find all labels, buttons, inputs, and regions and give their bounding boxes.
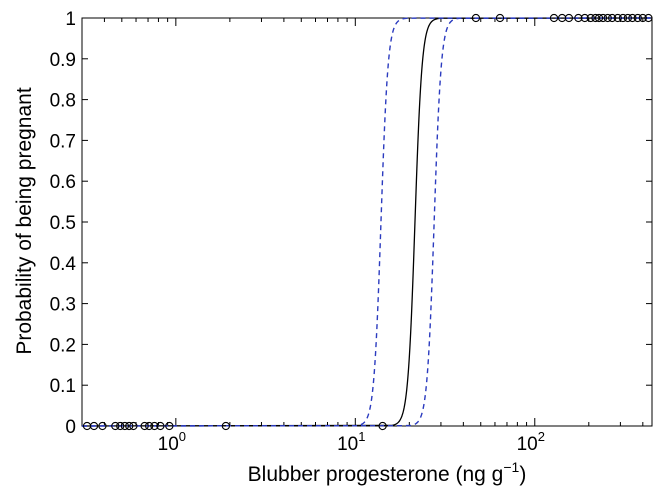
y-tick-label: 0.2 [50, 335, 76, 356]
y-tick-label: 0.6 [50, 172, 76, 193]
data-point [628, 13, 637, 23]
data-point [580, 13, 589, 23]
data-point [586, 13, 595, 23]
x-tick-label-base: 10 [517, 434, 538, 455]
data-point [644, 13, 653, 23]
y-tick-label: 0.7 [50, 131, 76, 152]
x-axis-title-main: Blubber progesterone (ng g [248, 463, 504, 486]
x-tick-label-exponent: 2 [538, 429, 545, 444]
plot-frame [81, 17, 653, 427]
x-tick-label: 101 [337, 429, 365, 455]
data-point [140, 421, 149, 431]
marker-layer [82, 13, 653, 431]
data-point [564, 13, 574, 23]
fitted-curve-line-0 [81, 17, 653, 427]
data-point [221, 421, 231, 431]
data-point [603, 13, 612, 23]
y-axis-ticks: 0 0.1 0.2 0.3 0.4 0.5 0.6 0.7 0.8 0.9 1 [50, 9, 652, 438]
data-point [613, 13, 622, 23]
data-point [129, 421, 138, 431]
x-tick-label-base: 10 [158, 434, 179, 455]
data-point [89, 421, 99, 431]
data-point [150, 421, 159, 431]
data-point [598, 13, 608, 23]
y-tick-label: 1 [65, 9, 76, 30]
y-tick-label: 0.3 [50, 295, 76, 316]
data-point [125, 421, 134, 431]
y-tick-label: 0.1 [50, 376, 76, 397]
data-point [471, 13, 481, 23]
y-tick-label: 0.4 [50, 254, 77, 275]
series-layer [81, 17, 653, 427]
data-point [98, 421, 107, 431]
data-point [633, 13, 642, 23]
data-point [116, 421, 125, 431]
x-axis-title-superscript: −1 [503, 459, 519, 475]
data-point [623, 13, 632, 23]
x-tick-label-base: 10 [337, 434, 358, 455]
data-point [495, 13, 505, 23]
x-axis-ticks: 100 101 102 [81, 18, 644, 455]
x-axis-title: Blubber progesterone (ng g−1) [248, 459, 527, 486]
confidence-bound-line-2 [81, 17, 653, 427]
y-axis-title: Probability of being pregnant [13, 87, 36, 355]
x-tick-label-exponent: 0 [179, 429, 186, 444]
data-point [594, 13, 604, 23]
data-point [156, 421, 165, 431]
data-point [574, 13, 583, 23]
data-point [638, 13, 647, 23]
x-tick-label: 102 [517, 429, 545, 455]
y-tick-label: 0 [65, 417, 76, 438]
x-axis-title-suffix: ) [519, 463, 526, 486]
plot-border [81, 17, 653, 427]
data-point [120, 421, 130, 431]
data-point [111, 421, 120, 431]
confidence-bound-line-1 [81, 17, 653, 427]
data-point [165, 421, 174, 431]
y-tick-label: 0.9 [50, 50, 76, 71]
y-tick-label: 0.5 [50, 213, 76, 234]
x-tick-label: 100 [158, 429, 186, 455]
y-tick-label: 0.8 [50, 91, 76, 112]
x-tick-label-exponent: 1 [358, 429, 365, 444]
data-point [378, 421, 387, 431]
data-point [144, 421, 154, 431]
data-point [618, 13, 628, 23]
data-point [549, 13, 559, 23]
data-point [608, 13, 617, 23]
